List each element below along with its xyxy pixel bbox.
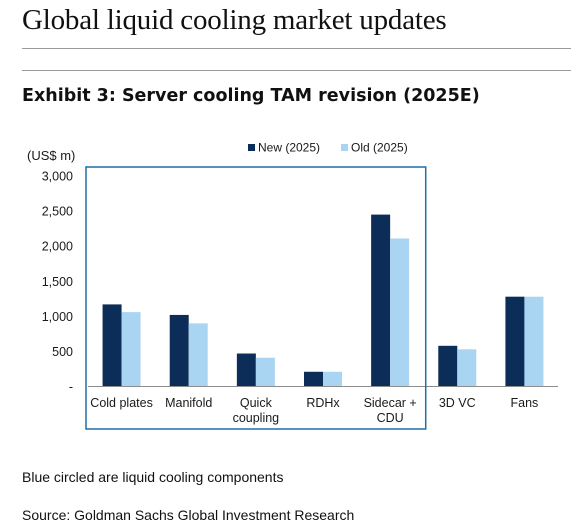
bar-new-rdhx [304, 371, 323, 387]
y-axis: - 500 1,000 1,500 2,000 2,500 3,000 [42, 170, 73, 395]
bar-new-manifold [169, 314, 189, 387]
bar-old-rdhx [323, 371, 342, 387]
y-tick-label: 1,000 [42, 310, 73, 324]
liquid-cooling-highlight-box [85, 166, 427, 430]
page-title: Global liquid cooling market updates [22, 4, 447, 36]
legend-swatch-new [248, 144, 255, 151]
y-axis-label: (US$ m) [27, 148, 75, 163]
x-tick-label: CDU [377, 411, 404, 425]
source-note: Source: Goldman Sachs Global Investment … [22, 507, 355, 523]
bar-old-3d-vc [457, 349, 477, 387]
y-tick-label: - [69, 380, 73, 394]
chart-legend: New (2025) Old (2025) [248, 141, 408, 155]
legend-label: New (2025) [258, 141, 320, 155]
x-tick-label: coupling [233, 411, 280, 425]
x-tick-label: Sidecar + [364, 396, 417, 410]
bars [102, 214, 544, 387]
legend-label: Old (2025) [351, 141, 408, 155]
exhibit-title: Exhibit 3: Server cooling TAM revision (… [22, 86, 480, 106]
bar-new-quick-coupling [236, 353, 256, 387]
legend-swatch-old [341, 144, 348, 151]
x-tick-label: Fans [511, 396, 539, 410]
title-rule [22, 48, 571, 49]
x-tick-label: Cold plates [90, 396, 153, 410]
x-tick-label: RDHx [306, 396, 340, 410]
x-tick-label: 3D VC [439, 396, 476, 410]
chart-note: Blue circled are liquid cooling componen… [22, 469, 284, 485]
bar-old-sidecar-cdu [390, 238, 410, 387]
y-tick-label: 1,500 [42, 275, 73, 289]
x-tick-label: Manifold [165, 396, 212, 410]
bar-chart: New (2025) Old (2025) (US$ m) - 500 1,000 1,… [27, 141, 558, 430]
y-tick-label: 2,000 [42, 240, 73, 254]
bar-old-cold-plates [121, 312, 141, 387]
y-tick-label: 2,500 [42, 205, 73, 219]
exhibit-rule [22, 70, 571, 71]
bar-new-cold-plates [102, 304, 122, 387]
bar-new-3d-vc [438, 345, 458, 387]
bar-old-manifold [188, 323, 208, 387]
bar-old-fans [524, 296, 544, 387]
y-tick-label: 500 [52, 345, 73, 359]
y-tick-label: 3,000 [42, 170, 73, 184]
bar-new-sidecar-cdu [371, 214, 391, 387]
x-tick-label: Quick [240, 396, 273, 410]
bar-new-fans [505, 296, 525, 387]
bar-old-quick-coupling [255, 357, 275, 387]
